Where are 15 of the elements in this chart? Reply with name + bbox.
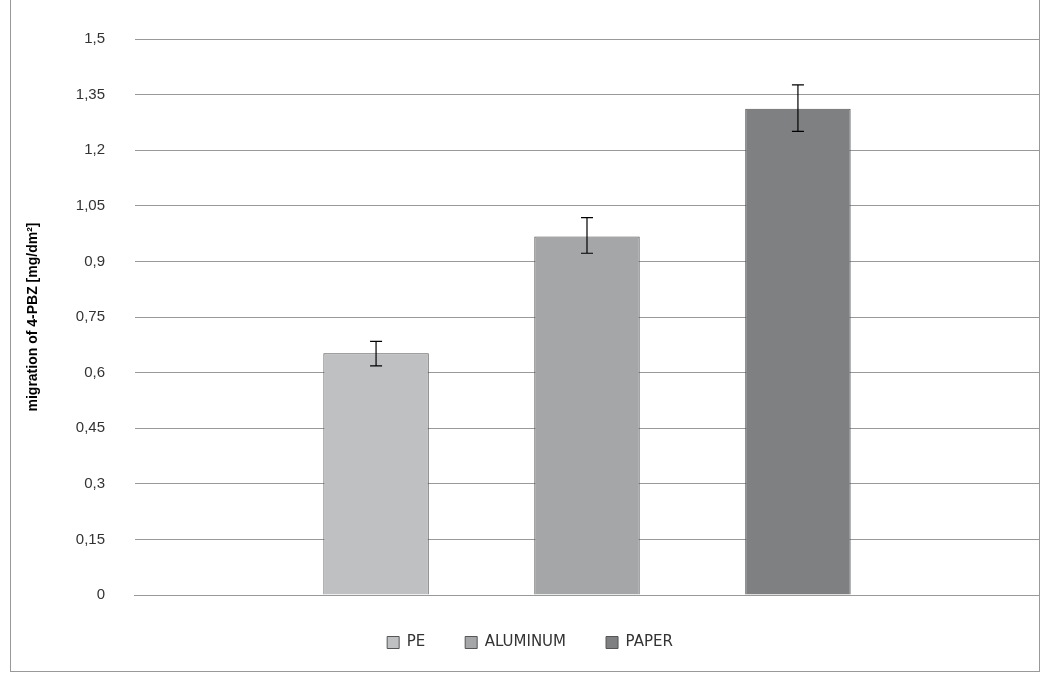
legend-label: PE	[406, 632, 426, 651]
y-tick-label: 1,05	[75, 195, 105, 213]
y-tick-label: 0,3	[84, 473, 105, 491]
y-tick-label: 0,45	[75, 418, 105, 436]
y-axis-title: migration of 4-PBZ [mg/dm²]	[24, 222, 41, 412]
y-tick-label: 0,15	[75, 529, 105, 547]
y-tick-label: 1,35	[75, 84, 105, 102]
legend-label: ALUMINUM	[484, 632, 567, 651]
y-tick-label: 0,75	[75, 307, 105, 325]
y-tick-label: 0,9	[84, 251, 105, 269]
legend-label: PAPER	[625, 632, 673, 651]
y-tick-label: 1,5	[84, 29, 105, 47]
y-tick-label: 1,2	[84, 140, 105, 158]
y-tick-label: 0	[96, 585, 105, 603]
y-tick-label: 0,6	[84, 362, 105, 380]
